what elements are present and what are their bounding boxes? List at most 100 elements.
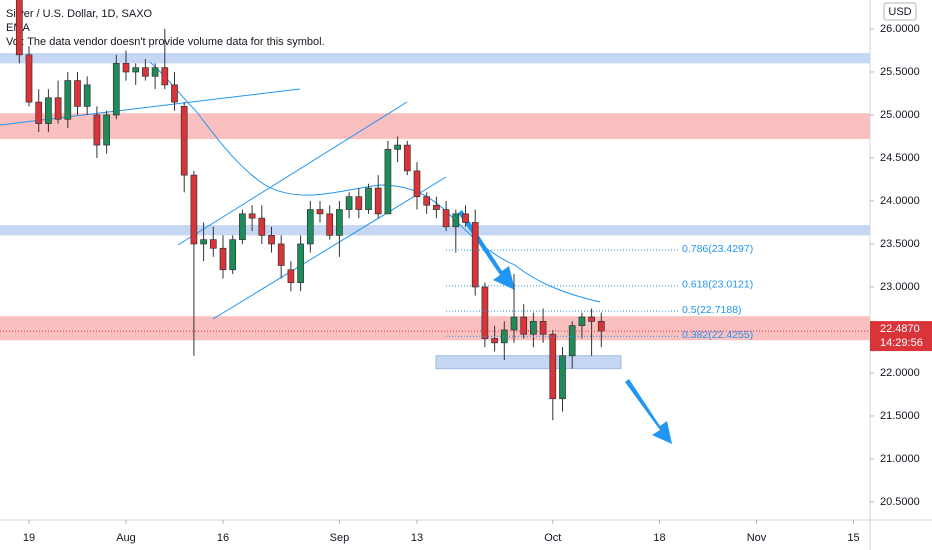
candle-body xyxy=(559,355,566,400)
candle-body xyxy=(122,63,130,73)
unit-box xyxy=(883,2,917,21)
candle-body xyxy=(326,213,334,236)
candle-body xyxy=(239,213,246,241)
x-tick-label: Sep xyxy=(330,532,350,544)
candle-body xyxy=(539,321,547,335)
zone xyxy=(435,355,622,370)
channel-line xyxy=(212,176,447,320)
y-tick-label: 21.5000 xyxy=(880,410,920,422)
fib-label: 0.786(23.4297) xyxy=(682,243,753,255)
candle-body xyxy=(268,235,275,245)
candle-body xyxy=(277,243,285,266)
y-tick-label: 22.0000 xyxy=(880,367,920,379)
candle-body xyxy=(413,170,421,198)
candle-body xyxy=(588,316,595,322)
candle-body xyxy=(190,174,198,245)
candle-body xyxy=(83,84,91,107)
candle-body xyxy=(510,316,518,331)
candle-body xyxy=(45,97,52,124)
zones xyxy=(0,53,870,370)
candle-body xyxy=(520,316,528,335)
candle-body xyxy=(433,204,440,210)
price-axis xyxy=(870,0,932,550)
candle-body xyxy=(54,97,62,120)
candle-body xyxy=(64,80,72,120)
candle-body xyxy=(597,321,605,332)
volume-note: Vol: The data vendor doesn't provide vol… xyxy=(6,36,325,48)
candle-body xyxy=(578,316,586,327)
zone xyxy=(0,316,870,341)
candle-body xyxy=(374,187,382,215)
zone xyxy=(0,113,870,140)
arrow xyxy=(625,379,672,444)
candles xyxy=(15,0,605,421)
candle-body xyxy=(365,187,372,210)
candle-body xyxy=(142,67,149,77)
x-tick-label: Aug xyxy=(116,532,136,544)
candle-body xyxy=(200,239,207,245)
fib-label: 0.5(22.7188) xyxy=(682,304,742,316)
y-tick-label: 26.0000 xyxy=(880,23,920,35)
fib-levels: 0.786(23.4297) 0.618(23.0121) 0.5(22.7188)… xyxy=(446,243,753,341)
candle-body xyxy=(384,149,392,215)
zone xyxy=(0,53,870,64)
candle-body xyxy=(35,101,43,124)
candle-body xyxy=(336,209,343,236)
candle-body xyxy=(423,196,431,206)
y-tick-label: 23.0000 xyxy=(880,281,920,293)
y-tick-label: 24.5000 xyxy=(880,152,920,164)
candle-body xyxy=(171,84,178,103)
countdown: 14:29:56 xyxy=(880,337,923,349)
unit: USD xyxy=(888,6,911,18)
candle-body xyxy=(132,67,140,73)
candle-body xyxy=(248,213,256,219)
fib-label: 0.382(22.4255) xyxy=(682,329,753,341)
candle-body xyxy=(355,196,363,210)
x-tick-label: Oct xyxy=(544,532,561,544)
y-tick-label: 23.5000 xyxy=(880,238,920,250)
candle-body xyxy=(103,114,110,146)
candle-body xyxy=(93,114,101,146)
candle-body xyxy=(151,67,159,77)
y-tick-label: 25.0000 xyxy=(880,109,920,121)
candle-body xyxy=(112,63,120,116)
candle-body xyxy=(549,333,557,400)
candle-body xyxy=(306,209,314,245)
y-tick-label: 21.0000 xyxy=(880,453,920,465)
ema-line xyxy=(149,61,601,303)
candle-body xyxy=(258,217,266,236)
candle-body xyxy=(287,269,295,284)
candle-body xyxy=(471,222,479,288)
candle-body xyxy=(297,243,304,284)
candle-body xyxy=(462,213,469,223)
candle-body xyxy=(491,338,498,344)
candle-body xyxy=(403,144,411,172)
candle-body xyxy=(180,106,188,176)
last-price-box xyxy=(870,321,932,352)
candle-body xyxy=(219,247,227,271)
symbol-title: Silver / U.S. Dollar, 1D, SAXO xyxy=(6,8,153,20)
candle-body xyxy=(15,0,23,56)
x-tick-label: 18 xyxy=(653,532,665,544)
y-tick-label: 25.5000 xyxy=(880,66,920,78)
candle-body xyxy=(452,213,460,228)
candle-body xyxy=(500,329,508,344)
candle-body xyxy=(209,239,217,249)
zone xyxy=(0,225,870,236)
candle-body xyxy=(442,209,450,228)
x-tick-label: 16 xyxy=(217,532,229,544)
axes: 20.500021.000021.500022.000022.500023.00… xyxy=(0,23,932,544)
x-tick-label: Nov xyxy=(747,532,767,544)
candle-body xyxy=(394,144,401,150)
candle-body xyxy=(568,325,576,357)
fib-label: 0.618(23.0121) xyxy=(682,279,753,291)
candle-body xyxy=(229,239,237,271)
x-tick-label: 19 xyxy=(23,532,35,544)
x-tick-label: 13 xyxy=(411,532,423,544)
time-axis xyxy=(0,520,932,550)
candle-body xyxy=(25,54,33,103)
candle-body xyxy=(74,80,81,107)
candle-body xyxy=(345,196,353,210)
candle-body xyxy=(316,209,324,215)
